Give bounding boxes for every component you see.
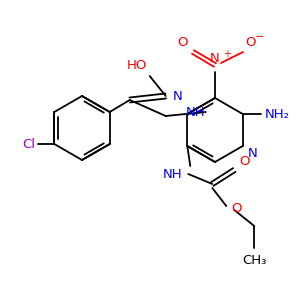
Text: NH₂: NH₂	[265, 107, 290, 121]
Text: N: N	[248, 147, 257, 160]
Text: O: O	[178, 36, 188, 49]
Text: O: O	[231, 202, 242, 214]
Text: CH₃: CH₃	[242, 254, 266, 267]
Text: Cl: Cl	[22, 137, 35, 151]
Text: NH: NH	[186, 106, 206, 118]
Text: HO: HO	[126, 59, 147, 72]
Text: −: −	[255, 32, 264, 42]
Text: +: +	[223, 49, 231, 59]
Text: N: N	[173, 89, 182, 103]
Text: N: N	[210, 52, 220, 65]
Text: NH: NH	[163, 167, 182, 181]
Text: O: O	[245, 36, 256, 49]
Text: O: O	[239, 155, 250, 168]
